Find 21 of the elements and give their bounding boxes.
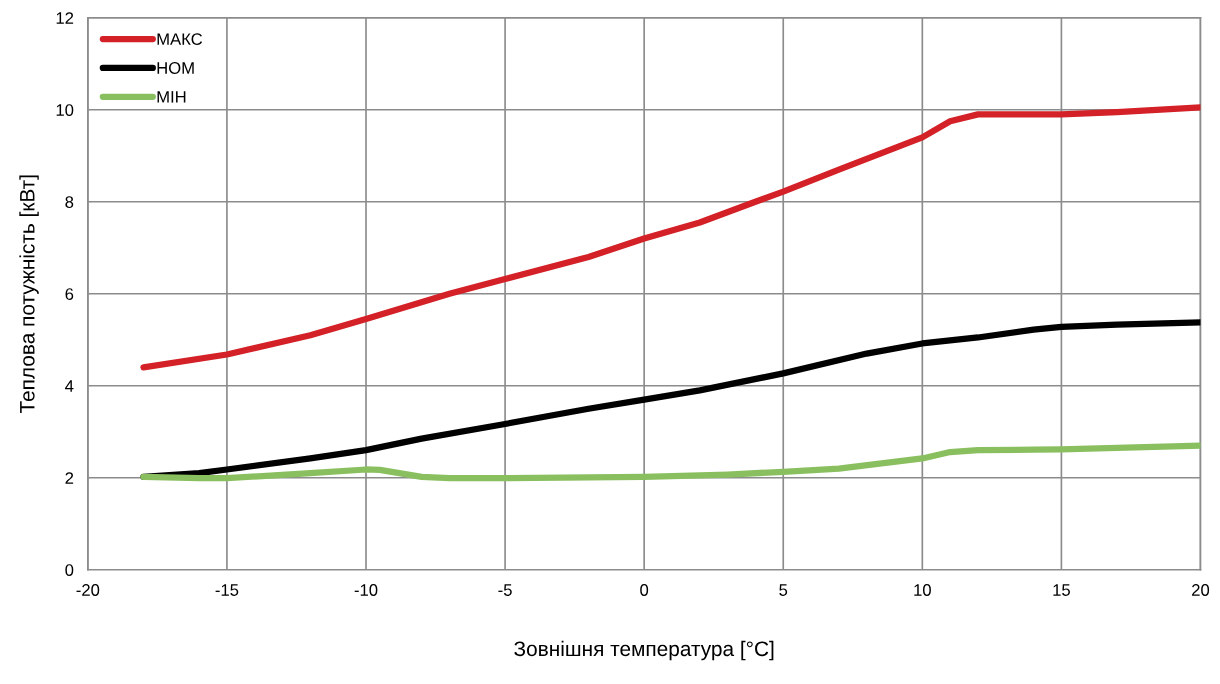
y-tick-label: 4 <box>65 380 74 392</box>
y-tick-label: 6 <box>65 288 74 300</box>
legend-label: НОМ <box>157 62 194 74</box>
x-tick-label: -5 <box>498 584 512 596</box>
x-tick-label: -20 <box>76 584 100 596</box>
y-tick-label: 0 <box>65 564 74 576</box>
x-tick-label: 20 <box>1192 584 1210 596</box>
y-tick-label: 8 <box>65 196 74 208</box>
y-axis-title: Теплова потужність [кВт] <box>19 175 39 414</box>
x-tick-label: -10 <box>354 584 378 596</box>
y-tick-label: 2 <box>65 472 74 484</box>
y-tick-label: 10 <box>56 104 74 116</box>
x-axis-title: Зовнішня температура [°C] <box>514 640 774 661</box>
legend-label: МАКС <box>157 33 203 46</box>
x-tick-label: 10 <box>914 584 931 596</box>
legend-label: МІН <box>157 91 186 103</box>
x-tick-label: 15 <box>1053 584 1070 596</box>
x-tick-label: 0 <box>640 584 649 596</box>
y-tick-label: 12 <box>56 12 74 24</box>
x-tick-label: -15 <box>215 584 239 596</box>
x-tick-label: 5 <box>779 584 788 596</box>
